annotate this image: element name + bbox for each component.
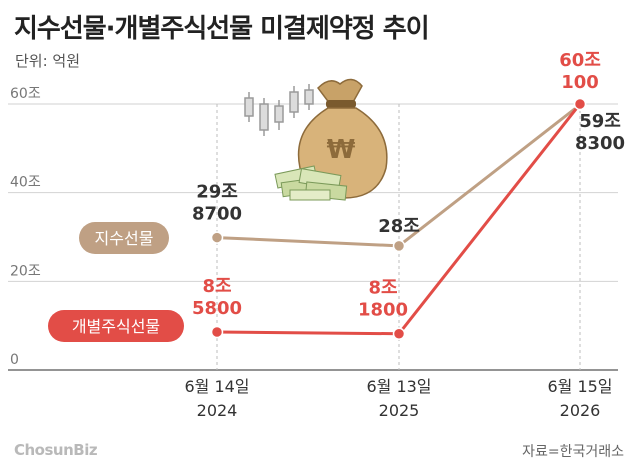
data-label: 8조	[368, 278, 397, 299]
data-label: 29조	[196, 182, 238, 203]
x-tick-label: 6월 15일	[547, 377, 612, 396]
y-tick-label: 0	[10, 352, 19, 368]
y-tick-label: 60조	[10, 86, 41, 102]
banknote-stack-icon	[274, 165, 348, 201]
data-point	[210, 325, 224, 339]
brand-logo: ChosunBiz	[14, 441, 98, 459]
x-axis: 6월 14일 2024 6월 13일 2025 6월 15일 2026	[184, 377, 612, 420]
x-tick-label: 6월 13일	[366, 377, 431, 396]
svg-text:₩: ₩	[327, 135, 356, 165]
data-label: 1800	[358, 300, 408, 321]
candlestick-icon	[244, 84, 314, 136]
y-tick-label: 20조	[10, 263, 41, 279]
money-bag-illustration: ₩	[244, 78, 388, 201]
x-tick-label: 2025	[379, 401, 420, 420]
data-label: 8조	[202, 276, 231, 297]
x-tick-label: 2026	[560, 401, 601, 420]
unit-label: 단위: 억원	[15, 52, 81, 70]
y-tick-label: 40조	[10, 175, 41, 191]
data-label: 28조	[378, 216, 420, 237]
data-label: 59조	[579, 111, 621, 132]
data-label: 8700	[192, 204, 242, 225]
data-point	[573, 97, 587, 111]
data-point	[392, 327, 406, 340]
data-point	[392, 239, 406, 253]
data-label: 60조	[559, 50, 601, 71]
grid	[8, 103, 618, 371]
legend-label: 지수선물	[95, 229, 154, 248]
legend-label: 개별주식선물	[72, 317, 160, 336]
source-note: 자료=한국거래소	[522, 444, 624, 460]
data-point	[210, 231, 224, 244]
data-label: 100	[561, 72, 599, 93]
x-tick-label: 2024	[197, 401, 238, 420]
data-label: 8300	[575, 133, 625, 154]
legend-pill-1	[48, 310, 184, 342]
x-tick-label: 6월 14일	[184, 377, 249, 396]
data-label: 5800	[192, 298, 242, 319]
chart-title: 지수선물·개별주식선물 미결제약정 추이	[14, 14, 430, 44]
y-axis: 0 20조 40조 60조	[10, 86, 41, 368]
legend-pill-0	[79, 222, 169, 254]
